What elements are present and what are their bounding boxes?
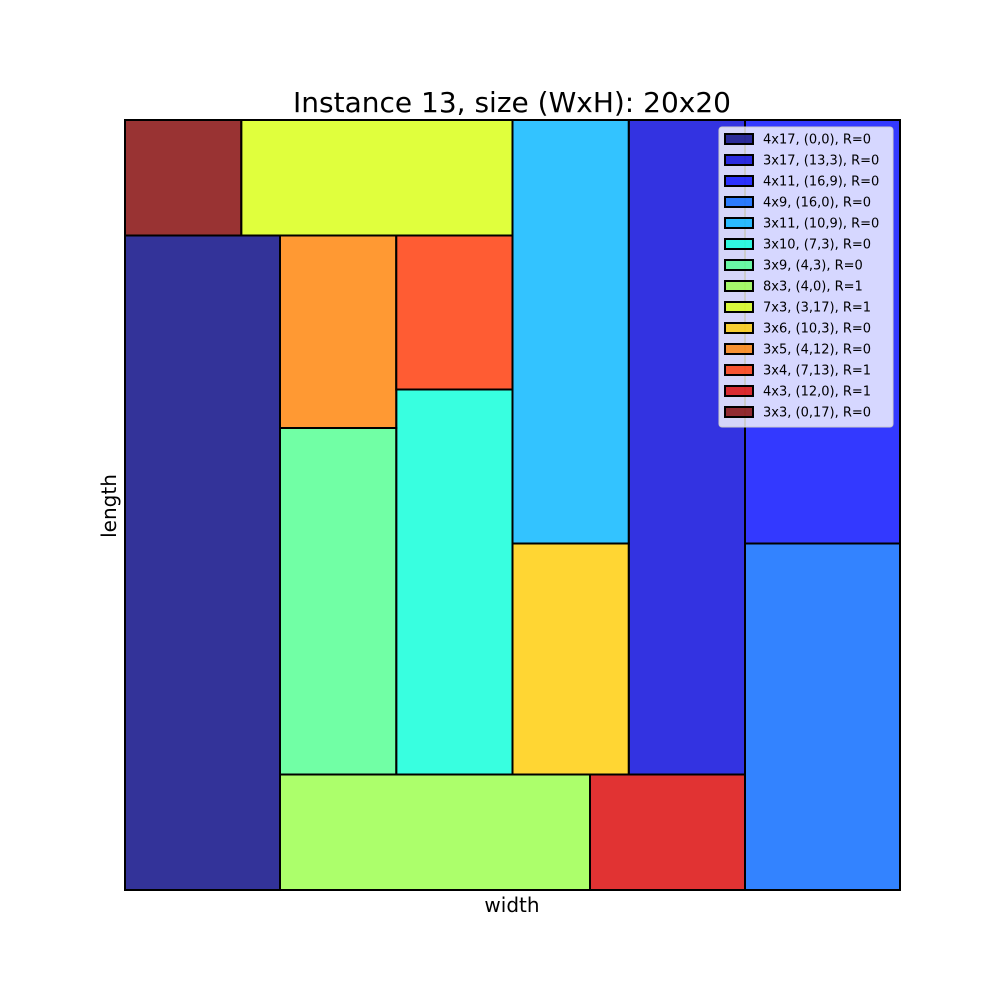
packed-rect-8 [240, 119, 514, 237]
legend-label-3: 4x9, (16,0), R=0 [763, 196, 871, 211]
packed-rect-0 [124, 234, 281, 891]
legend-label-9: 3x6, (10,3), R=0 [763, 322, 871, 337]
packed-rect-3 [744, 542, 901, 891]
packed-rect-12 [589, 773, 746, 891]
legend-label-5: 3x10, (7,3), R=0 [763, 238, 871, 253]
packed-rect-9 [511, 542, 630, 776]
packed-rect-11 [395, 234, 514, 391]
legend-swatch-2 [724, 175, 754, 187]
legend-swatch-11 [724, 364, 754, 376]
legend-swatch-4 [724, 217, 754, 229]
legend-swatch-3 [724, 196, 754, 208]
legend-label-8: 7x3, (3,17), R=1 [763, 301, 871, 316]
legend-label-1: 3x17, (13,3), R=0 [763, 154, 879, 169]
legend-swatch-8 [724, 301, 754, 313]
legend-swatch-9 [724, 322, 754, 334]
packed-rect-13 [124, 119, 243, 237]
packed-rect-10 [279, 234, 398, 429]
legend-label-0: 4x17, (0,0), R=0 [763, 133, 871, 148]
legend-swatch-0 [724, 133, 754, 145]
legend-swatch-10 [724, 343, 754, 355]
legend-swatch-13 [724, 406, 754, 418]
legend-label-4: 3x11, (10,9), R=0 [763, 217, 879, 232]
legend-label-12: 4x3, (12,0), R=1 [763, 385, 871, 400]
legend-swatch-1 [724, 154, 754, 166]
plot-frame [124, 119, 901, 891]
y-axis-label: length [97, 474, 121, 538]
legend-swatch-5 [724, 238, 754, 250]
packed-rect-4 [511, 119, 630, 545]
packed-rect-6 [279, 427, 398, 776]
legend-swatch-12 [724, 385, 754, 397]
legend-label-7: 8x3, (4,0), R=1 [763, 280, 863, 295]
legend-label-2: 4x11, (16,9), R=0 [763, 175, 879, 190]
chart-title: Instance 13, size (WxH): 20x20 [293, 86, 731, 119]
legend-swatch-6 [724, 259, 754, 271]
packed-rect-5 [395, 388, 514, 776]
legend-label-11: 3x4, (7,13), R=1 [763, 364, 871, 379]
packed-rect-7 [279, 773, 591, 891]
legend-swatch-7 [724, 280, 754, 292]
legend-box [718, 126, 894, 428]
legend: 4x17, (0,0), R=0 3x17, (13,3), R=0 4x11, (… [718, 126, 894, 428]
legend-label-13: 3x3, (0,17), R=0 [763, 406, 871, 421]
x-axis-label: width [484, 893, 539, 917]
legend-label-6: 3x9, (4,3), R=0 [763, 259, 863, 274]
legend-label-10: 3x5, (4,12), R=0 [763, 343, 871, 358]
